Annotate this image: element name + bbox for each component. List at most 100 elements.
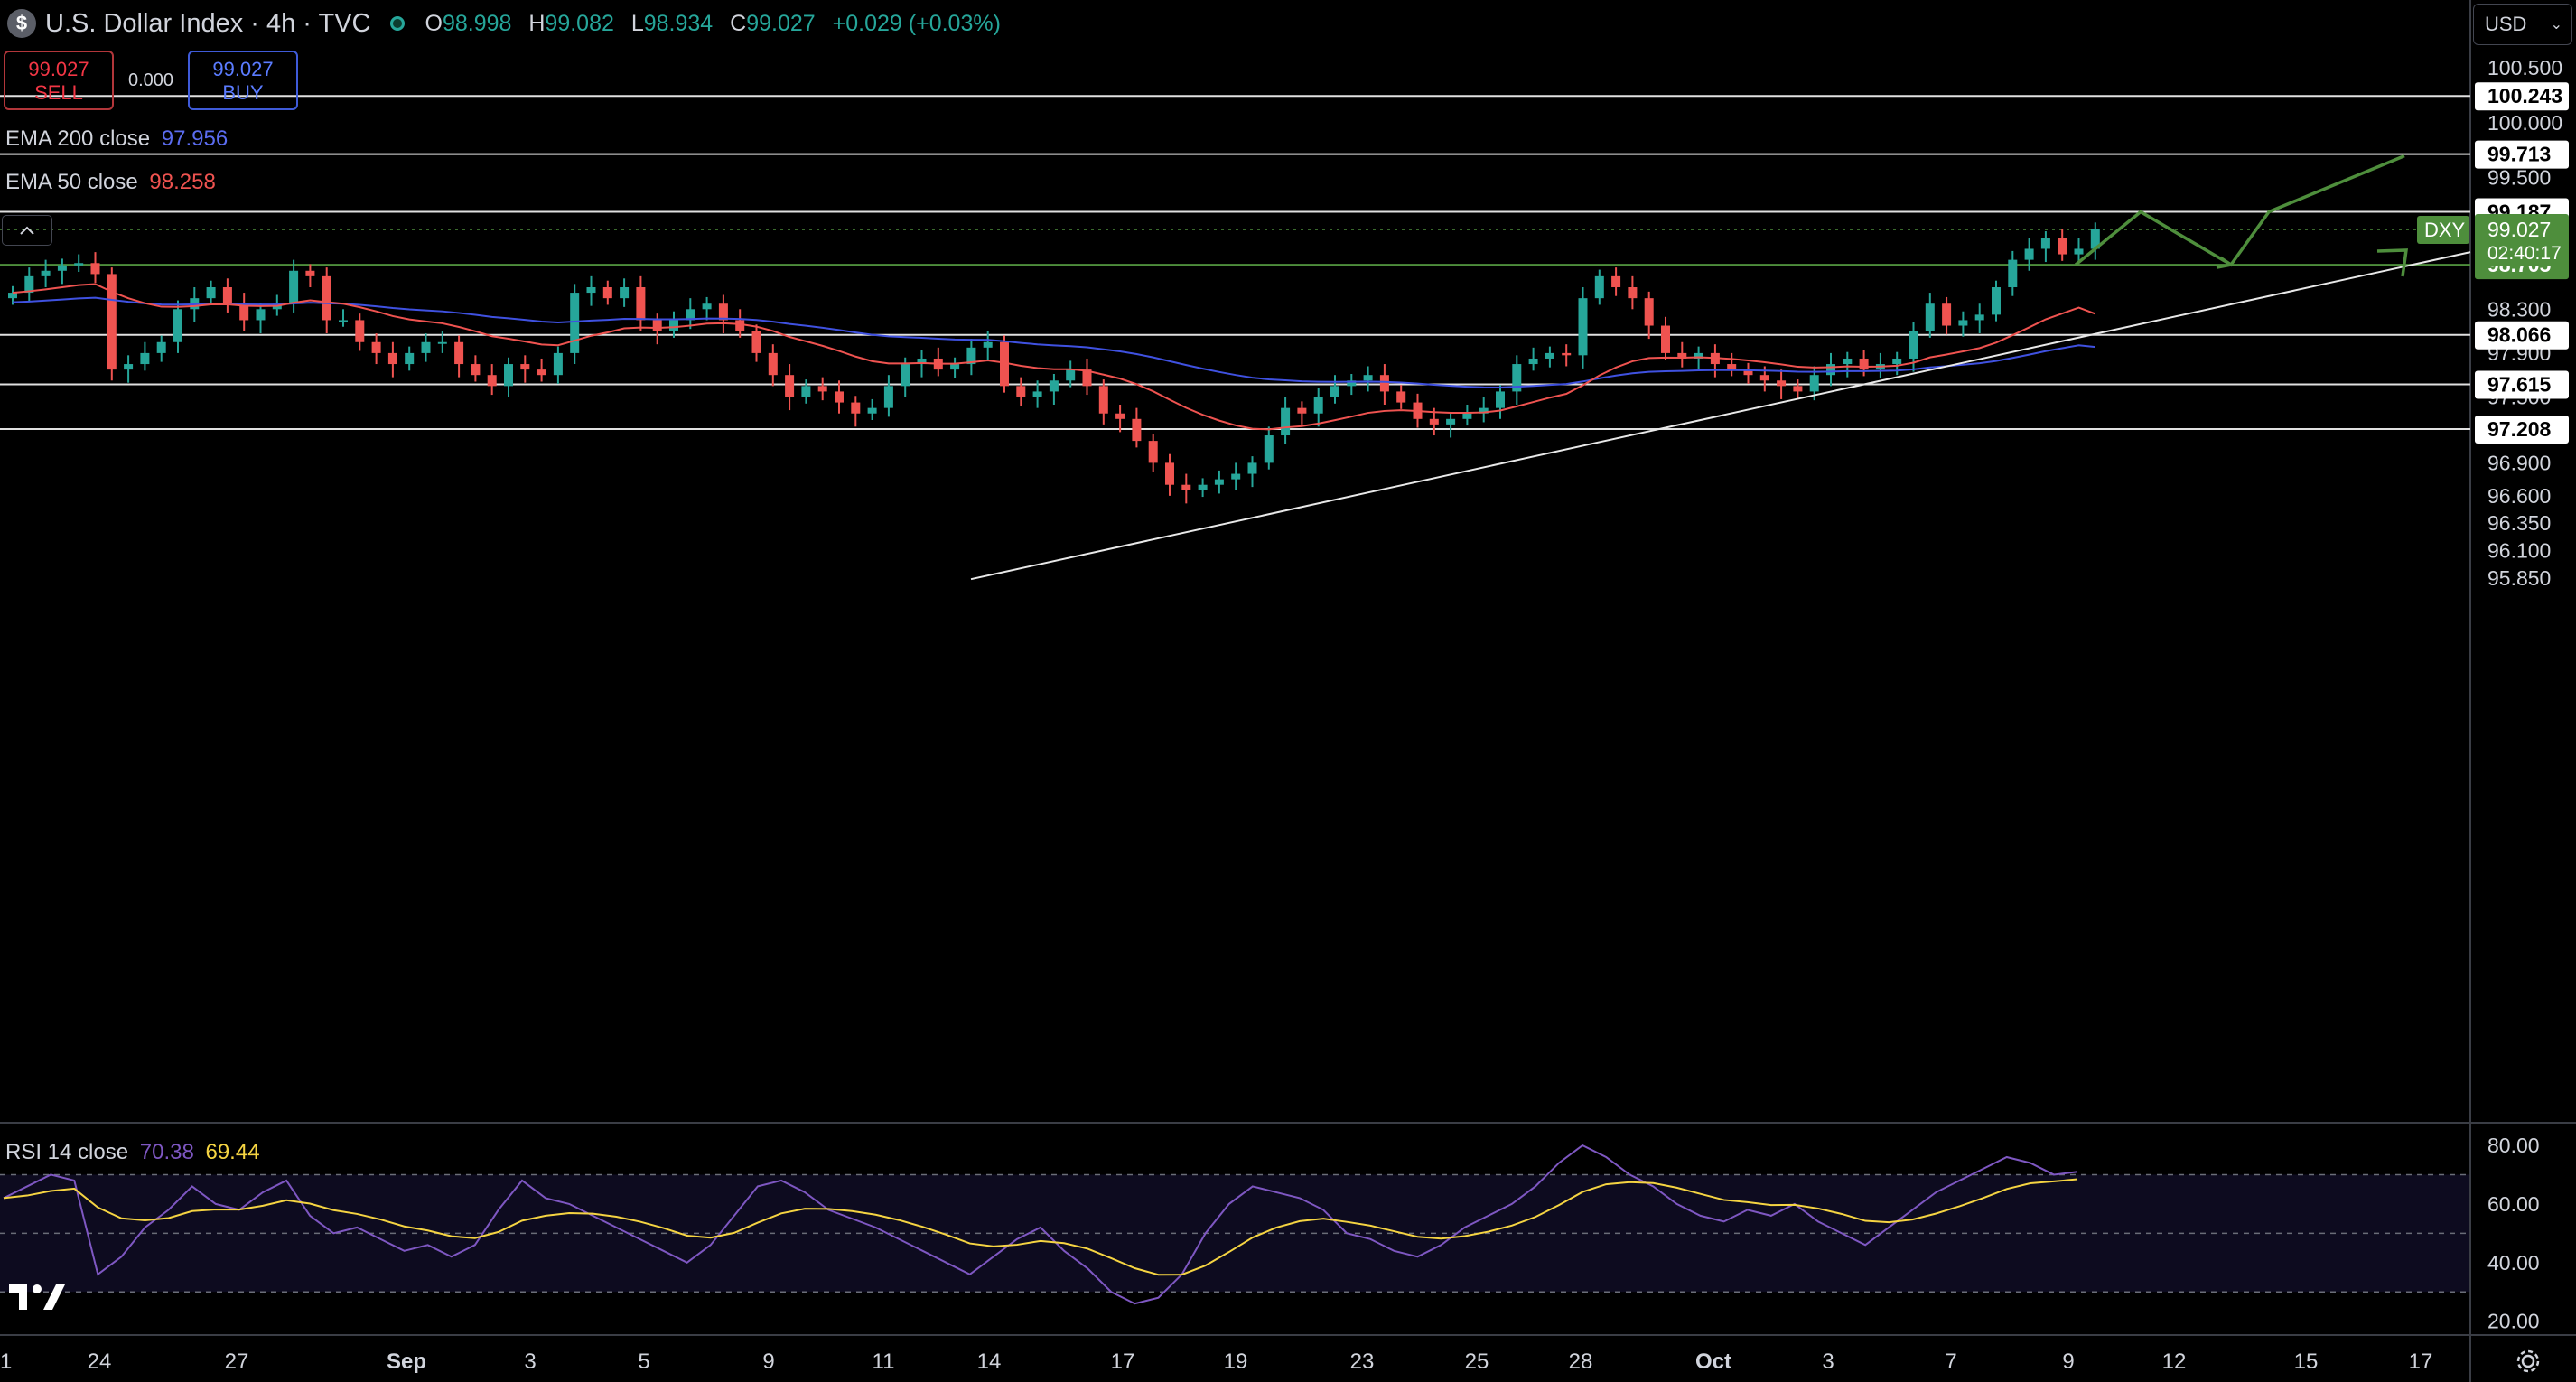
price-tick-label: 96.100 (2487, 539, 2551, 563)
time-tick-label: 9 (762, 1349, 774, 1374)
time-tick-label: 17 (2409, 1349, 2433, 1374)
candle-body (983, 341, 993, 348)
candle-body (1313, 397, 1323, 414)
level-tag (2475, 82, 2569, 111)
candle-body (1545, 352, 1554, 359)
time-tick-label: 23 (1350, 1349, 1375, 1374)
candle-body (751, 331, 761, 353)
candle-body (1992, 287, 2001, 315)
trendline (970, 251, 2471, 581)
market-open-icon (390, 16, 406, 31)
spread-value: 0.000 (127, 70, 174, 90)
candle-body (718, 303, 728, 321)
price-tick-label: 96.600 (2487, 484, 2551, 508)
candle-body (1032, 391, 1042, 397)
level-tag-label: 100.243 (2487, 84, 2562, 107)
candle-body (602, 287, 612, 299)
ohlc-readout: O98.998 H99.082 L98.934 C99.027 +0.029 (… (425, 10, 1001, 36)
candle-body (90, 263, 100, 275)
candle-body (339, 320, 348, 322)
candle-body (966, 347, 976, 365)
time-tick-label: 17 (1111, 1349, 1135, 1374)
candle-body (520, 364, 530, 370)
rsi-legend[interactable]: RSI 14 close 70.38 69.44 (5, 1140, 260, 1164)
buy-label: BUY (222, 81, 264, 104)
time-tick-label: 3 (524, 1349, 536, 1374)
candle-body (1759, 375, 1769, 381)
candle-body (41, 270, 51, 276)
level-tag (2475, 415, 2569, 444)
gear-icon[interactable] (2515, 1348, 2542, 1375)
ema50-legend[interactable]: EMA 50 close 98.258 (5, 170, 216, 194)
candle-body (1214, 479, 1224, 485)
candle-body (570, 293, 580, 353)
chart-header: $ U.S. Dollar Index · 4h · TVC O98.998 H… (7, 7, 1012, 40)
rsi-value: 70.38 (139, 1140, 194, 1164)
time-tick-label: 12 (2162, 1349, 2187, 1374)
candle-body (1115, 413, 1125, 419)
candle-body (586, 287, 596, 294)
candle-body (1925, 303, 1935, 331)
candle-body (173, 309, 182, 342)
candle-body (652, 320, 662, 331)
time-tick-label: 28 (1569, 1349, 1593, 1374)
candle-body (222, 287, 232, 304)
time-tick-label: 15 (2294, 1349, 2319, 1374)
last-price-tag (2475, 213, 2569, 266)
candle-body (1165, 462, 1174, 485)
candle-body (1098, 386, 1108, 414)
candle-body (1247, 462, 1257, 474)
candle-body (1859, 358, 1869, 370)
rsi-tick-label: 60.00 (2487, 1192, 2540, 1216)
candle-body (867, 407, 877, 414)
collapse-legend-button[interactable] (2, 215, 52, 246)
chevron-down-icon: ⌄ (2550, 17, 2562, 33)
time-tick-label: 5 (638, 1349, 649, 1374)
price-tick-label: 96.350 (2487, 511, 2551, 535)
candle-body (124, 364, 134, 370)
candle-body (785, 375, 795, 397)
buy-button[interactable]: 99.027 BUY (188, 51, 298, 110)
rsi-ma-value: 69.44 (205, 1140, 260, 1164)
candle-body (1661, 325, 1670, 353)
low-value: 98.934 (643, 10, 714, 36)
candle-body (1049, 380, 1059, 392)
candle-body (421, 341, 431, 353)
symbol-title[interactable]: U.S. Dollar Index · 4h · TVC (45, 8, 371, 38)
candle-body (2074, 248, 2084, 255)
currency-selector[interactable]: USD ⌄ (2473, 4, 2572, 45)
time-tick-label: Oct (1695, 1349, 1731, 1374)
ema50-line (12, 283, 2096, 431)
candle-body (2024, 248, 2034, 260)
candle-body (256, 309, 266, 321)
candle-body (801, 386, 811, 397)
candle-body (1578, 298, 1588, 356)
candle-body (1958, 320, 1968, 326)
candle-body (1743, 369, 1753, 376)
candle-body (1462, 413, 1472, 419)
sell-label: SELL (34, 81, 83, 104)
candle-body (1082, 369, 1092, 387)
candle-body (156, 341, 166, 353)
sell-button[interactable]: 99.027 SELL (4, 51, 114, 110)
time-tick-label: 3 (1822, 1349, 1834, 1374)
level-tag (2475, 370, 2569, 399)
tradingview-logo-icon[interactable] (7, 1281, 67, 1313)
time-tick-label: 7 (1945, 1349, 1956, 1374)
ema200-value: 97.956 (161, 126, 229, 151)
candle-body (817, 386, 827, 392)
candle-body (437, 341, 447, 344)
candle-body (140, 352, 150, 365)
candle-body (636, 287, 646, 321)
level-tag-label: 97.208 (2487, 417, 2552, 441)
price-tick-label: 95.850 (2487, 566, 2551, 590)
candle-body (74, 263, 84, 266)
candle-body (1198, 484, 1208, 490)
ema200-legend[interactable]: EMA 200 close 97.956 (5, 126, 229, 151)
candle-body (1611, 275, 1621, 287)
candle-body (2090, 229, 2100, 249)
price-tick-label: 96.900 (2487, 451, 2551, 474)
candle-body (405, 352, 415, 365)
sell-price: 99.027 (28, 58, 89, 80)
